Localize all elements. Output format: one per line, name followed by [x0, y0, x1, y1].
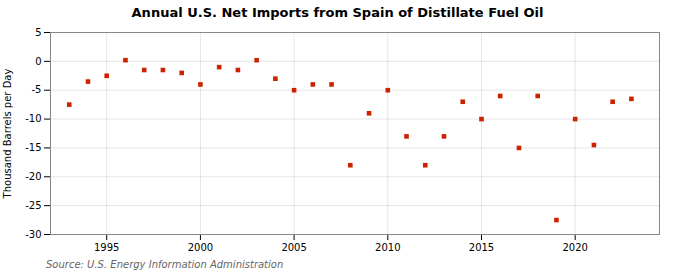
svg-text:2015: 2015 — [469, 242, 494, 253]
svg-text:-15: -15 — [25, 142, 41, 153]
svg-text:5: 5 — [35, 27, 41, 38]
svg-text:2005: 2005 — [281, 242, 306, 253]
html-text:Annual U.S. Net Imports from S: Annual U.S. Net Imports from Spain of Di… — [131, 5, 544, 20]
svg-text:-20: -20 — [25, 171, 41, 182]
svg-text:Thousand Barrels per Day: Thousand Barrels per Day — [2, 69, 13, 200]
svg-text:-30: -30 — [25, 229, 41, 240]
svg-text:-5: -5 — [32, 84, 42, 95]
svg-text:-10: -10 — [25, 113, 41, 124]
svg-text:-25: -25 — [25, 200, 41, 211]
html-text:Source: U.S. Energy Informatio: Source: U.S. Energy Information Administ… — [46, 259, 284, 270]
svg-text:0: 0 — [35, 56, 41, 67]
svg-text:2000: 2000 — [188, 242, 213, 253]
svg-text:1995: 1995 — [94, 242, 119, 253]
svg-text:2010: 2010 — [375, 242, 400, 253]
svg-text:2020: 2020 — [562, 242, 587, 253]
